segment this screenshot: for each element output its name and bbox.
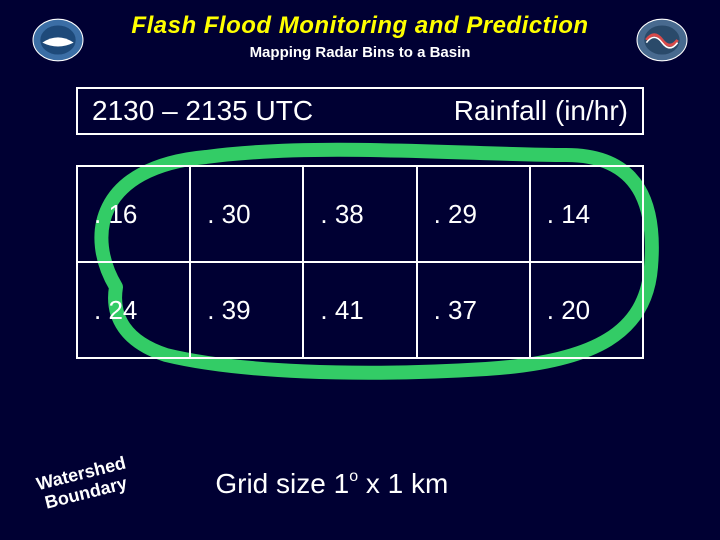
grid-cell: . 38 [303,166,416,262]
grid-cell: . 16 [77,166,190,262]
page-subtitle: Mapping Radar Bins to a Basin [131,44,588,61]
grid-cell: . 29 [417,166,530,262]
nws-logo [636,14,688,66]
grid-cell: . 39 [190,262,303,358]
table-row: . 16 . 30 . 38 . 29 . 14 [77,166,643,262]
watershed-boundary-label: Watershed Boundary [35,454,133,515]
grid-cell: . 20 [530,262,643,358]
time-range-box: 2130 – 2135 UTC Rainfall (in/hr) [76,87,644,135]
rainfall-units-label: Rainfall (in/hr) [454,95,628,127]
table-row: . 24 . 39 . 41 . 37 . 20 [77,262,643,358]
header: Flash Flood Monitoring and Prediction Ma… [0,0,720,65]
grid-size-superscript: o [349,468,358,485]
data-grid-area: . 16 . 30 . 38 . 29 . 14 . 24 . 39 . 41 … [76,165,644,359]
rainfall-grid-table: . 16 . 30 . 38 . 29 . 14 . 24 . 39 . 41 … [76,165,644,359]
grid-cell: . 37 [417,262,530,358]
grid-size-suffix: x 1 km [358,468,448,499]
grid-cell: . 14 [530,166,643,262]
grid-size-label: Grid size 1o x 1 km [215,468,448,500]
grid-cell: . 24 [77,262,190,358]
grid-cell: . 30 [190,166,303,262]
page-title: Flash Flood Monitoring and Prediction [131,12,588,40]
footer: Watershed Boundary Grid size 1o x 1 km [0,464,720,504]
grid-cell: . 41 [303,262,416,358]
noaa-logo [32,14,84,66]
time-range-label: 2130 – 2135 UTC [92,95,313,127]
grid-size-prefix: Grid size 1 [215,468,349,499]
